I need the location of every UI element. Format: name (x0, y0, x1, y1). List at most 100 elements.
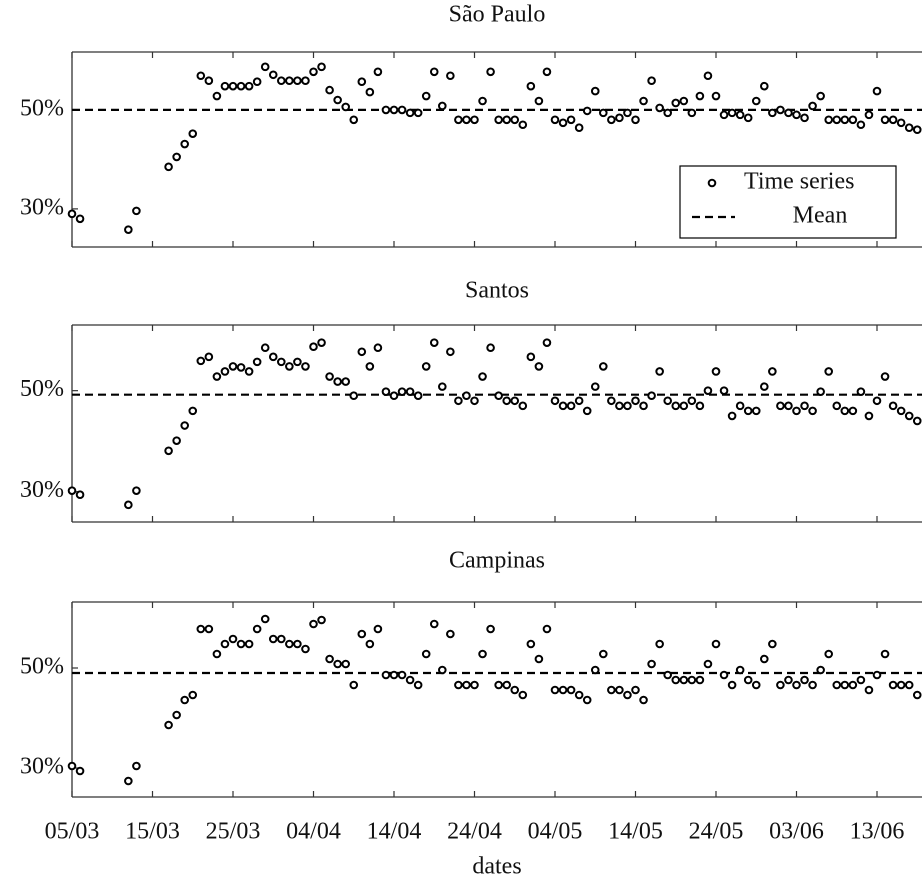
data-point (478, 96, 487, 106)
x-tick-label: 13/06 (850, 819, 905, 845)
data-point (333, 659, 342, 669)
data-point (864, 110, 874, 120)
data-point (188, 129, 198, 138)
data-point (735, 110, 745, 120)
data-point (872, 670, 882, 680)
data-point (301, 644, 310, 654)
data-point (679, 96, 689, 106)
data-point (896, 406, 906, 416)
data-point (397, 387, 407, 396)
data-point (260, 343, 270, 353)
data-point (816, 91, 825, 101)
data-point (679, 401, 689, 411)
data-point (389, 105, 399, 115)
data-point (260, 614, 270, 624)
data-point (912, 690, 922, 700)
data-point (671, 401, 681, 411)
data-point (727, 108, 737, 118)
data-point (301, 362, 310, 371)
data-point (172, 710, 181, 720)
data-point (792, 406, 801, 416)
data-point (341, 377, 351, 386)
data-point (542, 624, 552, 634)
data-point (341, 102, 351, 112)
data-point (405, 387, 415, 396)
data-point (655, 639, 664, 649)
data-point (454, 115, 463, 125)
data-point (277, 634, 286, 644)
data-point (663, 670, 673, 680)
data-point (446, 71, 455, 81)
data-point (768, 639, 777, 649)
data-point (252, 624, 262, 634)
data-point (896, 680, 906, 690)
data-point (880, 649, 890, 659)
data-point (784, 675, 793, 685)
data-point (703, 659, 713, 669)
data-point (180, 139, 189, 149)
data-point (180, 695, 189, 705)
data-point (252, 77, 262, 86)
data-point (132, 486, 141, 495)
data-point (550, 685, 560, 695)
y-tick-label: 50% (20, 376, 64, 402)
data-point (518, 401, 528, 411)
data-point (518, 690, 528, 700)
x-tick-label: 15/03 (125, 819, 180, 845)
data-point (67, 486, 77, 495)
data-point (236, 363, 246, 372)
data-point (872, 396, 882, 406)
data-point (75, 490, 85, 500)
data-point (534, 362, 544, 371)
data-point (164, 446, 173, 456)
data-point (526, 352, 536, 362)
data-point (615, 113, 624, 123)
data-point (663, 108, 673, 118)
data-point (534, 96, 544, 106)
data-point (260, 62, 270, 72)
data-point (349, 115, 359, 125)
data-point (446, 347, 455, 357)
data-point (655, 103, 664, 113)
data-point (800, 401, 809, 411)
data-point (67, 761, 77, 771)
data-point (824, 115, 834, 125)
data-point (502, 680, 512, 690)
data-point (727, 680, 737, 690)
data-point (558, 685, 568, 695)
data-point (518, 120, 528, 130)
data-point (679, 675, 689, 685)
data-point (607, 115, 616, 125)
data-point (196, 71, 206, 81)
data-point (188, 406, 198, 416)
data-point (623, 108, 632, 118)
data-point (212, 372, 222, 381)
data-point (776, 680, 785, 690)
data-point (285, 76, 294, 86)
data-point (293, 357, 302, 367)
data-point (816, 665, 825, 675)
data-point (647, 659, 656, 669)
data-point (566, 685, 576, 695)
legend-box (679, 165, 897, 239)
data-point (904, 123, 914, 133)
data-point (574, 396, 584, 406)
data-point (631, 396, 640, 406)
data-point (864, 411, 874, 421)
data-point (856, 675, 866, 685)
data-point (824, 649, 834, 659)
x-tick-label: 04/05 (528, 819, 583, 845)
data-point (663, 396, 673, 406)
data-point (325, 85, 334, 95)
y-tick-label: 30% (20, 754, 64, 780)
data-point (784, 108, 793, 118)
data-point (454, 396, 463, 406)
data-point (639, 401, 648, 411)
data-point (228, 634, 238, 644)
subplot-title: Campinas (449, 548, 545, 574)
data-point (760, 654, 769, 664)
data-point (751, 96, 761, 106)
legend-label: Time series (744, 169, 854, 195)
data-point (301, 76, 310, 86)
data-point (268, 634, 278, 644)
